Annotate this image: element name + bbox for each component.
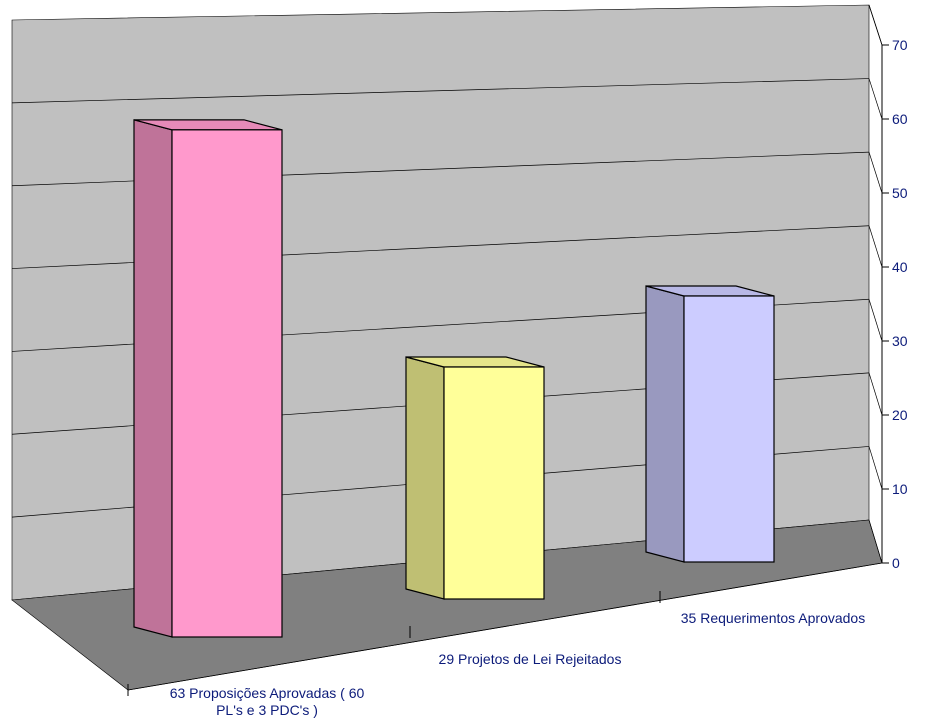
bar bbox=[405, 356, 545, 600]
gridline bbox=[11, 78, 870, 104]
gridline-side bbox=[868, 225, 883, 268]
bars bbox=[133, 119, 775, 638]
bar-front bbox=[443, 366, 545, 600]
y-tick-label: 60 bbox=[892, 111, 908, 127]
category-label: 63 Proposições Aprovadas ( 60 PL's e 3 PD… bbox=[170, 685, 365, 718]
category-label-line: 63 Proposições Aprovadas ( 60 bbox=[170, 685, 365, 701]
y-tick-label: 70 bbox=[892, 37, 908, 53]
gridline-side bbox=[868, 446, 883, 490]
category-label-line: PL's e 3 PDC's ) bbox=[216, 702, 318, 718]
y-tick-label: 10 bbox=[892, 481, 908, 497]
bar-side bbox=[133, 119, 173, 638]
gridline-side bbox=[868, 299, 883, 342]
bar-front bbox=[683, 295, 775, 563]
y-tick-label: 20 bbox=[892, 407, 908, 423]
value-axis: 0 10 20 30 40 50 60 70 bbox=[881, 37, 908, 571]
category-label: 29 Projetos de Lei Rejeitados bbox=[439, 651, 622, 667]
bar-front bbox=[171, 129, 283, 638]
gridline-side bbox=[868, 519, 883, 564]
bar-side bbox=[645, 285, 685, 563]
y-tick-label: 40 bbox=[892, 259, 908, 275]
bar bbox=[133, 119, 283, 638]
bar bbox=[645, 285, 775, 563]
bar-side bbox=[405, 356, 445, 600]
y-tick-label: 0 bbox=[892, 555, 900, 571]
y-tick-label: 50 bbox=[892, 185, 908, 201]
gridline-side bbox=[868, 372, 883, 416]
category-label: 35 Requerimentos Aprovados bbox=[681, 610, 865, 626]
gridline-side bbox=[868, 78, 883, 120]
y-tick-label: 30 bbox=[892, 333, 908, 349]
x-axis-line bbox=[127, 562, 883, 691]
gridline-side bbox=[868, 4, 883, 46]
gridline-side bbox=[868, 152, 883, 194]
category-labels: 63 Proposições Aprovadas ( 60 PL's e 3 PD… bbox=[127, 562, 883, 718]
